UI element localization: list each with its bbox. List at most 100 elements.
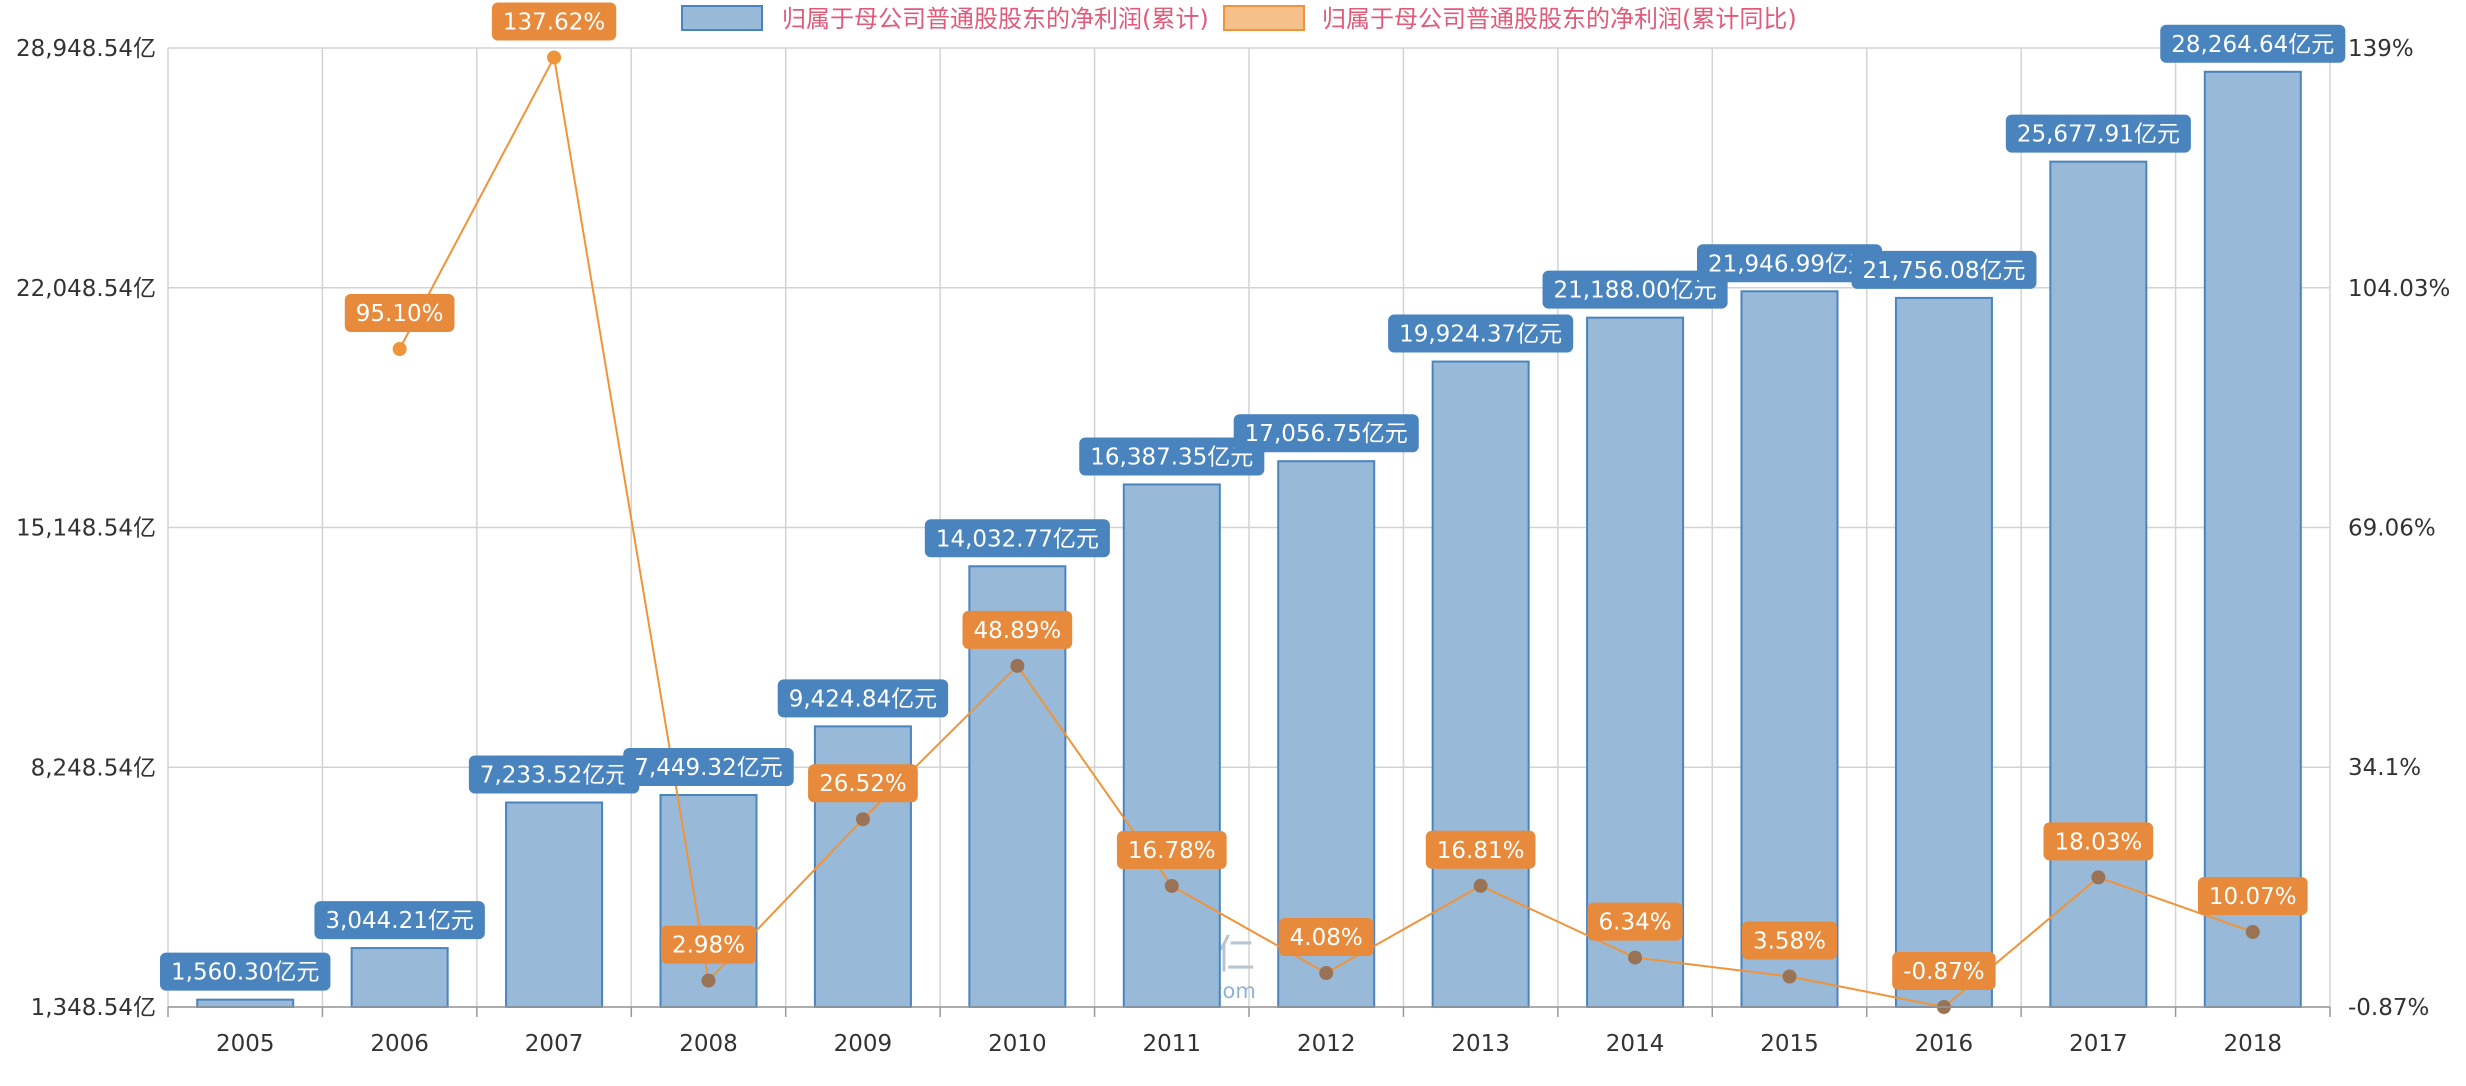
line-value-label: 137.62% bbox=[503, 9, 605, 35]
line-point[interactable] bbox=[547, 50, 561, 64]
line-value-label-group: -0.87% bbox=[1892, 952, 1995, 990]
y-right-tick-label: 34.1% bbox=[2348, 755, 2421, 781]
bar[interactable] bbox=[2205, 72, 2301, 1007]
line-value-label-group: 16.81% bbox=[1426, 831, 1536, 869]
x-tick-label: 2018 bbox=[2224, 1031, 2283, 1057]
bar-value-label: 28,264.64亿元 bbox=[2171, 32, 2334, 58]
bar-value-label-group: 3,044.21亿元 bbox=[314, 901, 484, 939]
bar-value-label-group: 28,264.64亿元 bbox=[2160, 25, 2345, 63]
y-left-tick-label: 1,348.54亿 bbox=[31, 995, 156, 1021]
y-right-tick-label: 139% bbox=[2348, 36, 2414, 62]
y-left-tick-label: 8,248.54亿 bbox=[31, 755, 156, 781]
line-value-label: 16.81% bbox=[1437, 838, 1525, 864]
data-labels: 1,560.30亿元3,044.21亿元 7,233.52亿元 7,449.32亿元… bbox=[160, 2, 2345, 990]
x-tick-label: 2016 bbox=[1915, 1031, 1974, 1057]
legend-line-swatch[interactable] bbox=[1224, 6, 1304, 30]
grid-lines bbox=[168, 48, 2330, 1007]
bar-value-label-group: 7,233.52亿元 bbox=[469, 756, 639, 794]
bar-value-label: 9,424.84亿元 bbox=[789, 686, 937, 712]
bar-value-label: 7,233.52亿元 bbox=[480, 763, 628, 789]
x-tick-label: 2010 bbox=[988, 1031, 1047, 1057]
x-tick-label: 2006 bbox=[370, 1031, 429, 1057]
line-value-label-group: 3.58% bbox=[1742, 921, 1837, 959]
bar-value-label: 14,032.77亿元 bbox=[936, 526, 1099, 552]
x-tick-label: 2005 bbox=[216, 1031, 275, 1057]
line-value-label-group: 26.52% bbox=[808, 764, 918, 802]
bar[interactable] bbox=[1896, 298, 1992, 1007]
x-tick-label: 2009 bbox=[834, 1031, 893, 1057]
y-left-tick-label: 15,148.54亿 bbox=[16, 516, 156, 542]
bar-value-label: 19,924.37亿元 bbox=[1399, 322, 1562, 348]
legend-bar-swatch[interactable] bbox=[682, 6, 762, 30]
x-tick-label: 2015 bbox=[1760, 1031, 1819, 1057]
line-value-label-group: 2.98% bbox=[661, 926, 756, 964]
line-value-label: 2.98% bbox=[672, 933, 745, 959]
bar-value-label: 7,449.32亿元 bbox=[634, 755, 782, 781]
x-tick-label: 2017 bbox=[2069, 1031, 2128, 1057]
line-point[interactable] bbox=[856, 812, 870, 826]
bar[interactable] bbox=[1742, 291, 1838, 1007]
line-value-label: -0.87% bbox=[1903, 959, 1984, 985]
legend-bar-label[interactable]: 归属于母公司普通股股东的净利润(累计) bbox=[782, 5, 1209, 33]
legend-line-label[interactable]: 归属于母公司普通股股东的净利润(累计同比) bbox=[1322, 5, 1797, 33]
line-value-label-group: 6.34% bbox=[1588, 903, 1683, 941]
line-value-label-group: 16.78% bbox=[1117, 831, 1227, 869]
bar-value-label-group: 25,677.91亿元 bbox=[2006, 115, 2191, 153]
bar-value-label-group: 7,449.32亿元 bbox=[623, 748, 793, 786]
bar-value-label: 25,677.91亿元 bbox=[2017, 122, 2180, 148]
x-tick-label: 2011 bbox=[1143, 1031, 1202, 1057]
line-value-label: 48.89% bbox=[974, 618, 1062, 644]
line-value-label: 16.78% bbox=[1128, 838, 1216, 864]
line-point[interactable] bbox=[1319, 966, 1333, 980]
line-point[interactable] bbox=[393, 342, 407, 356]
bar-value-label-group: 21,756.08亿元 bbox=[1851, 251, 2036, 289]
line-value-label: 6.34% bbox=[1599, 910, 1672, 936]
line-value-label-group: 137.62% bbox=[492, 2, 616, 40]
line-value-label-group: 18.03% bbox=[2044, 822, 2154, 860]
line-value-label: 26.52% bbox=[819, 771, 907, 797]
y-left-tick-label: 22,048.54亿 bbox=[16, 276, 156, 302]
line-point[interactable] bbox=[1010, 659, 1024, 673]
bar[interactable] bbox=[1433, 362, 1529, 1007]
y-right-tick-label: 104.03% bbox=[2348, 276, 2450, 302]
line-value-label: 4.08% bbox=[1290, 925, 1363, 951]
line-value-label-group: 4.08% bbox=[1279, 918, 1374, 956]
line-point[interactable] bbox=[1474, 879, 1488, 893]
line-point[interactable] bbox=[1628, 951, 1642, 965]
x-tick-label: 2014 bbox=[1606, 1031, 1665, 1057]
bar[interactable] bbox=[1124, 484, 1220, 1007]
y-right-tick-label: 69.06% bbox=[2348, 516, 2436, 542]
bar-value-label-group: 17,056.75亿元 bbox=[1234, 414, 1419, 452]
line-point[interactable] bbox=[702, 974, 716, 988]
x-tick-label: 2007 bbox=[525, 1031, 584, 1057]
bar-value-label-group: 14,032.77亿元 bbox=[925, 519, 1110, 557]
bar-value-label: 3,044.21亿元 bbox=[325, 908, 473, 934]
bar[interactable] bbox=[197, 1000, 293, 1007]
bar-value-label-group: 1,560.30亿元 bbox=[160, 953, 330, 991]
x-tick-label: 2008 bbox=[679, 1031, 738, 1057]
bar-value-label: 16,387.35亿元 bbox=[1090, 444, 1253, 470]
line-point[interactable] bbox=[2091, 870, 2105, 884]
bar-value-label: 21,188.00亿元 bbox=[1554, 278, 1717, 304]
bar-value-label: 1,560.30亿元 bbox=[171, 960, 319, 986]
y-left-tick-label: 28,948.54亿 bbox=[16, 36, 156, 62]
line-point[interactable] bbox=[1783, 969, 1797, 983]
bar-value-label-group: 19,924.37亿元 bbox=[1388, 315, 1573, 353]
line-point[interactable] bbox=[2246, 925, 2260, 939]
bar[interactable] bbox=[352, 948, 448, 1007]
legend[interactable]: 归属于母公司普通股股东的净利润(累计) 归属于母公司普通股股东的净利润(累计同比… bbox=[682, 5, 1797, 33]
line-value-label: 3.58% bbox=[1753, 928, 1826, 954]
bar-value-label: 21,946.99亿元 bbox=[1708, 251, 1871, 277]
x-tick-label: 2013 bbox=[1451, 1031, 1510, 1057]
line-value-label: 10.07% bbox=[2209, 884, 2297, 910]
line-value-label-group: 48.89% bbox=[963, 611, 1073, 649]
line-point[interactable] bbox=[1165, 879, 1179, 893]
bar-value-label: 17,056.75亿元 bbox=[1245, 421, 1408, 447]
x-tick-label: 2012 bbox=[1297, 1031, 1356, 1057]
line-value-label-group: 10.07% bbox=[2198, 877, 2308, 915]
bar[interactable] bbox=[506, 803, 602, 1007]
line-value-label: 95.10% bbox=[356, 301, 444, 327]
bar-value-label-group: 9,424.84亿元 bbox=[778, 679, 948, 717]
